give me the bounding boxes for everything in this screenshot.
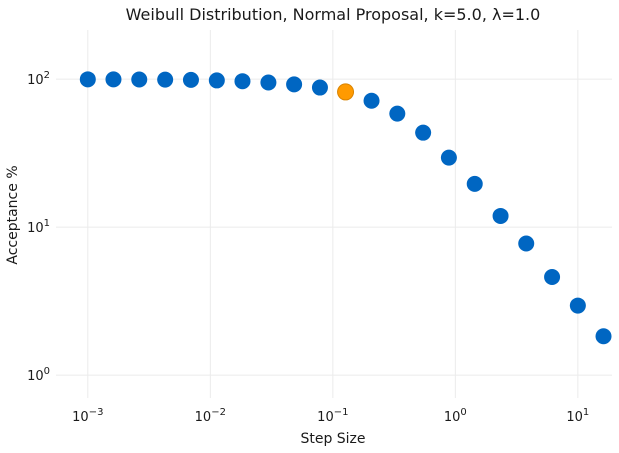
- data-point-3: [157, 71, 174, 88]
- data-point-18: [544, 269, 561, 286]
- data-point-12: [389, 105, 406, 122]
- data-point-15: [466, 175, 483, 192]
- data-points: [79, 71, 612, 345]
- x-tick-label-0: 10−3: [72, 407, 103, 425]
- data-point-17: [518, 235, 535, 252]
- chart-title: Weibull Distribution, Normal Proposal, k…: [126, 5, 541, 24]
- data-point-8: [286, 76, 303, 93]
- data-point-4: [182, 71, 199, 88]
- data-point-5: [208, 72, 225, 89]
- y-tick-labels: 100 101 102: [27, 70, 50, 384]
- x-tick-label-1: 10−2: [195, 407, 226, 425]
- data-point-19: [569, 297, 586, 314]
- x-tick-label-3: 100: [444, 407, 467, 425]
- data-point-9: [311, 79, 328, 96]
- grid-lines: [56, 30, 612, 398]
- data-point-20: [595, 328, 612, 345]
- data-point-6: [234, 73, 251, 90]
- x-axis-label: Step Size: [300, 431, 365, 447]
- y-axis-label: Acceptance %: [5, 165, 21, 264]
- data-point-1: [105, 71, 122, 88]
- x-tick-label-4: 101: [566, 407, 589, 425]
- highlighted-point: [337, 83, 355, 101]
- x-tick-label-2: 10−1: [317, 407, 348, 425]
- x-tick-labels: 10−3 10−2 10−1 100 101: [72, 407, 589, 425]
- data-point-0: [79, 71, 96, 88]
- data-point-7: [260, 74, 277, 91]
- y-tick-label-0: 100: [27, 366, 50, 384]
- y-tick-label-2: 102: [27, 70, 50, 88]
- data-point-16: [492, 207, 509, 224]
- data-point-13: [415, 124, 432, 141]
- y-tick-label-1: 101: [27, 218, 50, 236]
- data-point-14: [440, 149, 457, 166]
- data-point-2: [131, 71, 148, 88]
- data-point-11: [363, 92, 380, 109]
